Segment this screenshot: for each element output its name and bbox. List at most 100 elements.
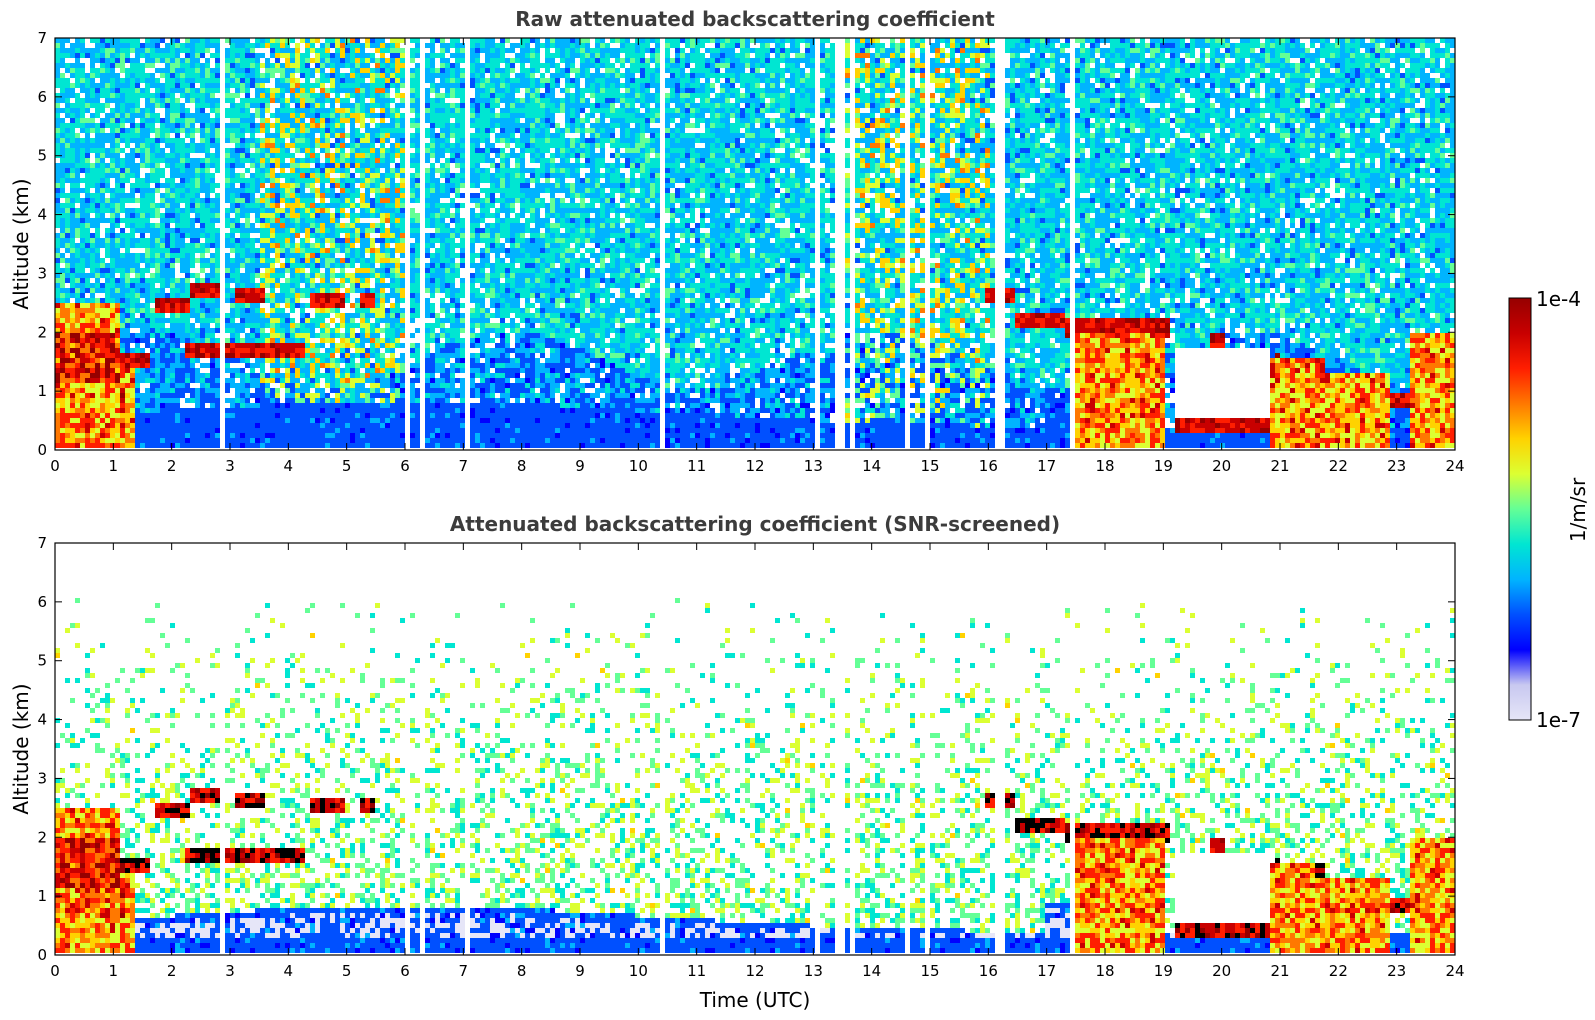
- heatmap-cell: [200, 413, 205, 418]
- heatmap-cell: [360, 388, 365, 393]
- heatmap-cell: [315, 93, 320, 98]
- heatmap-cell: [155, 293, 160, 298]
- heatmap-cell: [180, 143, 185, 148]
- heatmap-cell: [115, 108, 120, 113]
- heatmap-cell: [255, 103, 260, 108]
- heatmap-cell: [345, 183, 350, 188]
- heatmap-cell: [205, 378, 210, 383]
- heatmap-cell: [120, 138, 125, 143]
- heatmap-cell: [340, 143, 345, 148]
- heatmap-cell: [75, 408, 80, 413]
- heatmap-cell: [330, 113, 335, 118]
- heatmap-cell: [205, 323, 210, 328]
- heatmap-cell: [80, 198, 85, 203]
- heatmap-cell: [150, 123, 155, 128]
- heatmap-cell: [315, 63, 320, 68]
- heatmap-cell: [120, 83, 125, 88]
- heatmap-cell: [275, 143, 280, 148]
- heatmap-cell: [340, 338, 345, 343]
- heatmap-cell: [335, 168, 340, 173]
- heatmap-cell: [350, 263, 355, 268]
- heatmap-cell: [105, 273, 110, 278]
- heatmap-cell: [310, 203, 315, 208]
- heatmap-cell: [160, 73, 165, 78]
- heatmap-cell: [95, 248, 100, 253]
- heatmap-cell: [90, 113, 95, 118]
- heatmap-cell: [180, 243, 185, 248]
- heatmap-cell: [230, 318, 235, 323]
- heatmap-cell: [310, 258, 315, 263]
- heatmap-cell: [185, 328, 190, 333]
- heatmap-cell: [180, 63, 185, 68]
- heatmap-cell: [105, 293, 110, 298]
- heatmap-cell: [340, 358, 345, 363]
- heatmap-cell: [55, 263, 60, 268]
- heatmap-cell: [180, 353, 185, 358]
- heatmap-cell: [375, 203, 380, 208]
- heatmap-cell: [275, 108, 280, 113]
- heatmap-cell: [385, 228, 390, 233]
- heatmap-cell: [230, 123, 235, 128]
- heatmap-cell: [155, 368, 160, 373]
- heatmap-cell: [365, 428, 370, 433]
- heatmap-cell: [330, 358, 335, 363]
- heatmap-cell: [160, 223, 165, 228]
- heatmap-cell: [85, 183, 90, 188]
- heatmap-cell: [65, 403, 70, 408]
- heatmap-cell: [315, 58, 320, 63]
- heatmap-cell: [170, 313, 175, 318]
- heatmap-cell: [285, 343, 290, 348]
- heatmap-cell: [270, 263, 275, 268]
- heatmap-cell: [145, 358, 150, 363]
- heatmap-cell: [175, 308, 180, 313]
- heatmap-cell: [180, 248, 185, 253]
- heatmap-cell: [315, 68, 320, 73]
- heatmap-cell: [360, 43, 365, 48]
- heatmap-cell: [260, 203, 265, 208]
- heatmap-cell: [360, 408, 365, 413]
- heatmap-cell: [205, 183, 210, 188]
- heatmap-cell: [200, 213, 205, 218]
- heatmap-cell: [105, 208, 110, 213]
- heatmap-cell: [240, 263, 245, 268]
- heatmap-cell: [265, 378, 270, 383]
- heatmap-cell: [150, 423, 155, 428]
- heatmap-cell: [245, 118, 250, 123]
- heatmap-cell: [330, 53, 335, 58]
- heatmap-cell: [145, 153, 150, 158]
- heatmap-cell: [335, 368, 340, 373]
- heatmap-cell: [235, 383, 240, 388]
- heatmap-cell: [340, 108, 345, 113]
- heatmap-cell: [385, 243, 390, 248]
- heatmap-cell: [260, 338, 265, 343]
- heatmap-cell: [315, 128, 320, 133]
- heatmap-cell: [370, 128, 375, 133]
- heatmap-cell: [300, 38, 305, 43]
- heatmap-cell: [380, 398, 385, 403]
- heatmap-cell: [265, 323, 270, 328]
- heatmap-cell: [310, 303, 315, 308]
- heatmap-cell: [100, 83, 105, 88]
- heatmap-cell: [155, 253, 160, 258]
- heatmap-cell: [120, 438, 125, 443]
- heatmap-cell: [255, 433, 260, 438]
- heatmap-cell: [215, 298, 220, 303]
- heatmap-cell: [85, 288, 90, 293]
- heatmap-cell: [360, 173, 365, 178]
- heatmap-cell: [75, 63, 80, 68]
- heatmap-cell: [250, 418, 255, 423]
- heatmap-cell: [190, 128, 195, 133]
- heatmap-cell: [305, 253, 310, 258]
- heatmap-cell: [360, 58, 365, 63]
- heatmap-cell: [330, 253, 335, 258]
- heatmap-cell: [180, 43, 185, 48]
- heatmap-cell: [180, 193, 185, 198]
- heatmap-cell: [370, 288, 375, 293]
- heatmap-cell: [300, 363, 305, 368]
- heatmap-cell: [295, 103, 300, 108]
- heatmap-cell: [195, 208, 200, 213]
- heatmap-cell: [290, 238, 295, 243]
- heatmap-cell: [275, 333, 280, 338]
- heatmap-cell: [300, 353, 305, 358]
- heatmap-cell: [80, 283, 85, 288]
